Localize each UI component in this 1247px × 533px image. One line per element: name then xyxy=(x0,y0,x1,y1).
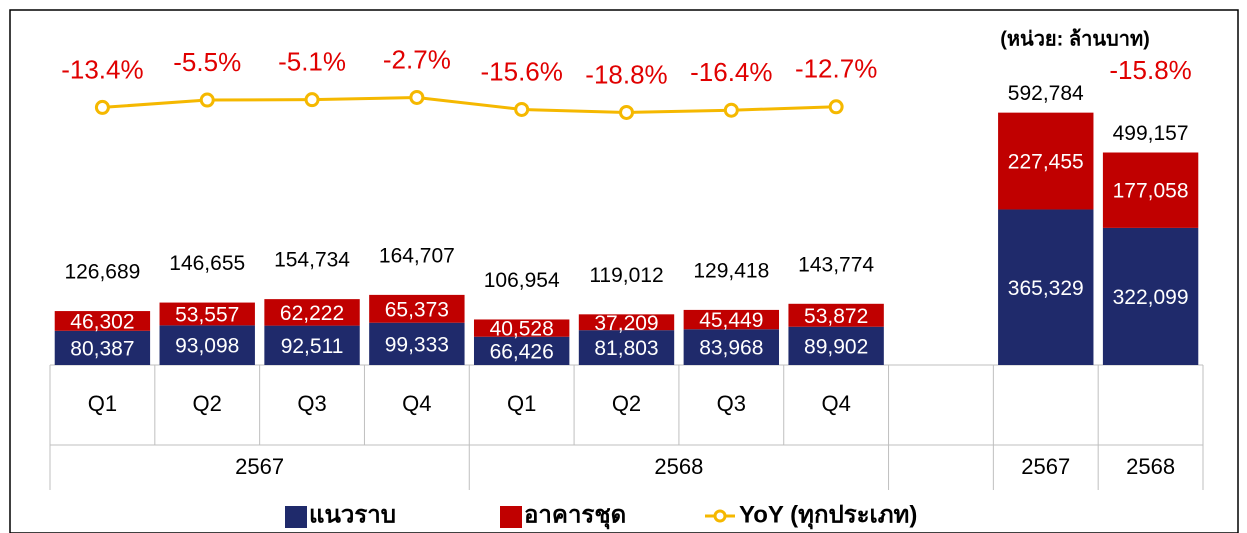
total-label: 499,157 xyxy=(1113,122,1189,145)
yoy-label: -12.7% xyxy=(795,54,877,84)
yoy-label: -2.7% xyxy=(383,44,451,74)
bar-segment xyxy=(473,319,570,337)
bar-segment xyxy=(788,303,884,327)
yoy-point xyxy=(514,101,530,117)
legend-label: YoY (ทุกประเภท) xyxy=(739,501,917,530)
yoy-point xyxy=(94,99,110,115)
yoy-label: -13.4% xyxy=(61,54,143,84)
bar-segment xyxy=(578,314,675,331)
legend-swatch xyxy=(713,509,727,523)
bar-segment xyxy=(264,299,360,326)
data-label: 37,209 xyxy=(594,312,658,335)
bar-segment xyxy=(473,336,570,365)
data-label: 53,557 xyxy=(175,304,239,327)
bar-segment xyxy=(788,326,884,365)
bar-segment xyxy=(54,330,151,365)
yoy-label: -5.5% xyxy=(173,47,241,77)
data-label: 62,222 xyxy=(280,302,344,325)
yoy-point xyxy=(828,99,844,115)
x-tick-label: Q4 xyxy=(821,391,850,416)
yoy-point xyxy=(304,92,320,108)
yoy-point xyxy=(723,102,739,118)
data-label: 40,528 xyxy=(490,318,554,341)
total-label: 164,707 xyxy=(379,244,455,267)
data-label: 83,968 xyxy=(699,337,763,360)
total-label: 126,689 xyxy=(64,261,140,284)
annual-yoy-label: -15.8% xyxy=(1109,55,1191,85)
total-label: 143,774 xyxy=(798,253,874,276)
data-label: 80,387 xyxy=(70,337,134,360)
total-label: 154,734 xyxy=(274,249,350,272)
group-label: 2567 xyxy=(1021,454,1070,479)
yoy-line xyxy=(102,95,837,114)
yoy-point xyxy=(619,104,634,120)
bar-segment xyxy=(159,325,255,365)
frame xyxy=(9,9,1239,533)
bar-segment xyxy=(683,309,780,330)
x-tick-label: Q1 xyxy=(507,391,536,416)
data-label: 99,333 xyxy=(385,333,449,356)
bar-segment xyxy=(683,329,780,365)
legend-swatch xyxy=(500,506,522,528)
x-tick-label: Q1 xyxy=(88,391,117,416)
data-label: 66,426 xyxy=(490,340,554,363)
data-label: 45,449 xyxy=(699,309,763,332)
x-tick-label: Q2 xyxy=(612,391,641,416)
data-label: 177,058 xyxy=(1113,180,1189,203)
x-tick-label: Q3 xyxy=(297,391,326,416)
total-label: 146,655 xyxy=(169,252,245,275)
data-label: 65,373 xyxy=(385,298,449,321)
yoy-label: -16.4% xyxy=(690,57,772,87)
bar-segment xyxy=(578,330,675,365)
total-label: 106,954 xyxy=(484,269,560,292)
group-label: 2567 xyxy=(235,454,284,479)
total-label: 129,418 xyxy=(693,259,769,282)
yoy-label: -15.6% xyxy=(480,56,562,86)
yoy-point xyxy=(199,92,215,108)
legend-swatch xyxy=(285,506,307,528)
data-label: 365,329 xyxy=(1008,277,1084,300)
bar-segment xyxy=(369,294,465,323)
bar-segment xyxy=(998,209,1094,365)
bar-segment xyxy=(159,302,255,326)
data-label: 53,872 xyxy=(804,305,868,328)
bar-segment xyxy=(264,325,360,365)
legend-label: อาคารชุด xyxy=(524,501,626,530)
bar-segment xyxy=(1102,152,1199,228)
total-label: 592,784 xyxy=(1008,82,1084,105)
data-label: 89,902 xyxy=(804,335,868,358)
data-label: 46,302 xyxy=(70,310,134,333)
data-label: 227,455 xyxy=(1008,151,1084,174)
data-label: 322,099 xyxy=(1113,286,1189,309)
bar-segment xyxy=(1102,227,1199,365)
total-label: 119,012 xyxy=(589,264,663,287)
legend-label: แนวราบ xyxy=(309,501,396,528)
yoy-label: -18.8% xyxy=(585,59,667,89)
bar-segment xyxy=(998,112,1094,210)
unit-note: (หน่วย: ล้านบาท) xyxy=(1000,27,1150,50)
data-label: 92,511 xyxy=(281,335,344,358)
bar-segment xyxy=(54,311,151,331)
yoy-point xyxy=(409,89,425,105)
yoy-label: -5.1% xyxy=(278,47,346,77)
group-label: 2568 xyxy=(1126,454,1175,479)
bar-segment xyxy=(369,322,465,365)
data-label: 93,098 xyxy=(175,335,239,358)
x-tick-label: Q2 xyxy=(193,391,222,416)
x-tick-label: Q3 xyxy=(717,391,746,416)
group-label: 2568 xyxy=(654,454,703,479)
x-tick-label: Q4 xyxy=(402,391,431,416)
data-label: 81,803 xyxy=(594,337,658,360)
